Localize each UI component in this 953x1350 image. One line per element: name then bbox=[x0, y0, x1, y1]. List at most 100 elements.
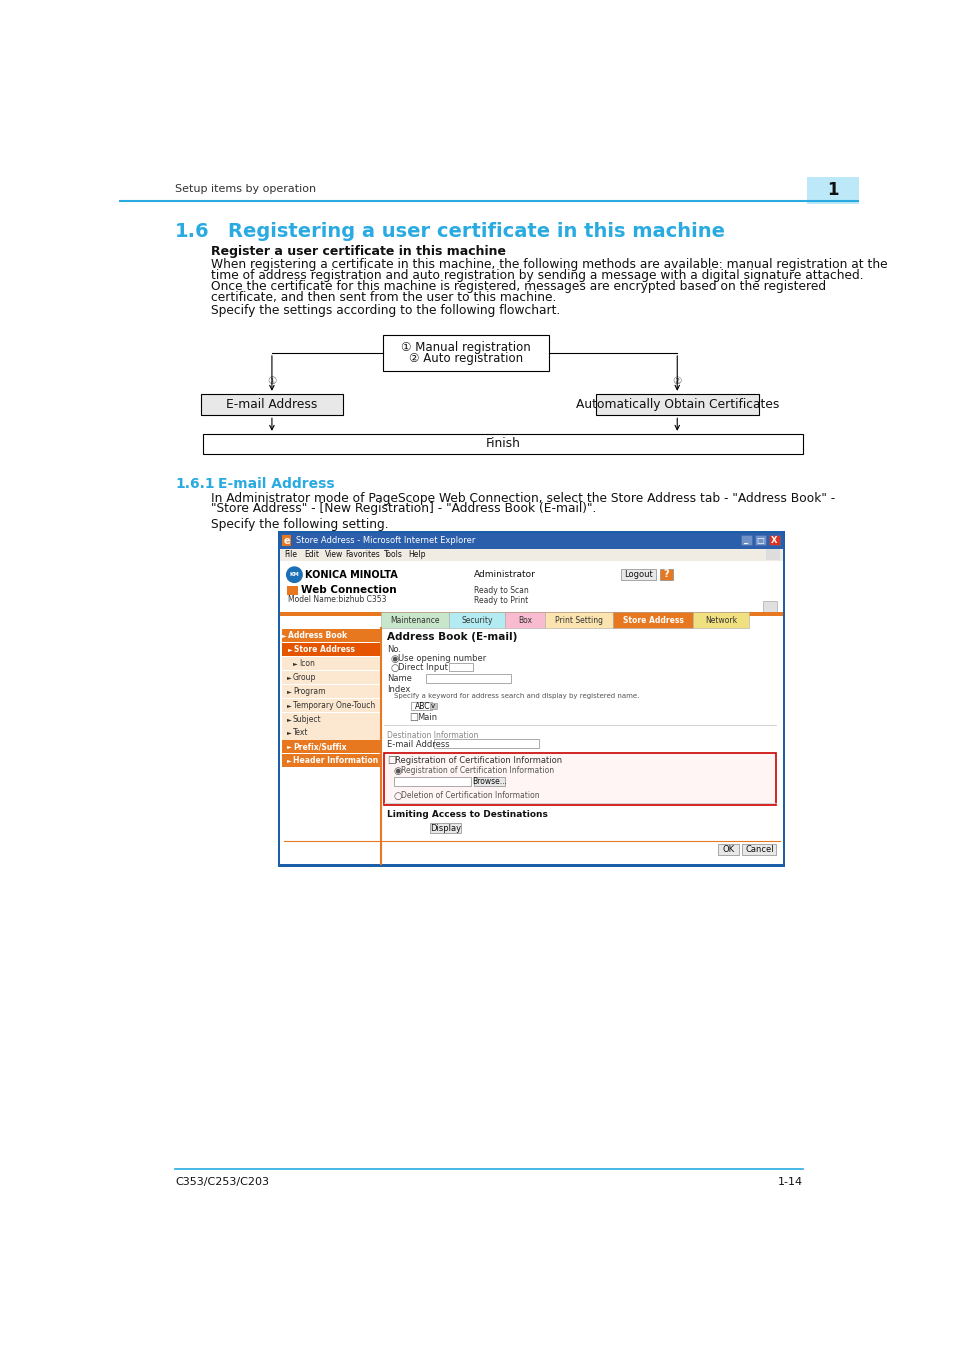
Bar bbox=[434, 740, 537, 748]
Text: v: v bbox=[431, 703, 435, 709]
Text: time of address registration and auto registration by sending a message with a d: time of address registration and auto re… bbox=[211, 269, 862, 282]
Text: Registration of Certification Information: Registration of Certification Informatio… bbox=[401, 767, 554, 775]
Bar bbox=[474, 778, 505, 786]
Text: Store Address: Store Address bbox=[294, 645, 355, 655]
Circle shape bbox=[286, 567, 302, 582]
Text: Address Book: Address Book bbox=[288, 632, 347, 640]
Text: Prefix/Suffix: Prefix/Suffix bbox=[293, 743, 346, 752]
Bar bbox=[806, 177, 858, 204]
Text: Text: Text bbox=[293, 729, 308, 737]
Text: ② Auto registration: ② Auto registration bbox=[409, 352, 522, 365]
Text: ◉: ◉ bbox=[394, 767, 401, 776]
Text: Specify the following setting.: Specify the following setting. bbox=[211, 518, 388, 531]
Bar bbox=[280, 533, 781, 548]
Text: In Administrator mode of PageScope Web Connection, select the Store Address tab : In Administrator mode of PageScope Web C… bbox=[211, 491, 834, 505]
Bar bbox=[693, 613, 748, 628]
Text: When registering a certificate in this machine, the following methods are availa: When registering a certificate in this m… bbox=[211, 258, 886, 271]
Bar bbox=[282, 684, 379, 698]
Text: ABC: ABC bbox=[415, 702, 430, 710]
Text: ►: ► bbox=[286, 688, 291, 694]
Text: E-mail Address: E-mail Address bbox=[217, 477, 334, 491]
Text: 1.6.1: 1.6.1 bbox=[174, 477, 214, 491]
Text: ►: ► bbox=[293, 662, 297, 666]
Text: Help: Help bbox=[408, 551, 425, 559]
Text: ○: ○ bbox=[390, 663, 398, 674]
Text: ►: ► bbox=[288, 647, 293, 652]
Bar bbox=[282, 699, 379, 711]
Bar bbox=[620, 568, 656, 580]
Bar bbox=[286, 586, 297, 595]
Text: OK: OK bbox=[721, 845, 734, 855]
Bar bbox=[278, 531, 784, 867]
Bar bbox=[410, 702, 432, 710]
Bar bbox=[426, 674, 511, 683]
Text: Subject: Subject bbox=[293, 714, 321, 724]
Text: ►: ► bbox=[286, 744, 291, 749]
Text: ►: ► bbox=[286, 730, 291, 736]
Text: Main: Main bbox=[416, 713, 436, 721]
Text: No.: No. bbox=[387, 645, 401, 653]
Text: C353/C253/C203: C353/C253/C203 bbox=[174, 1177, 269, 1187]
Text: "Store Address" - [New Registration] - "Address Book (E-mail)".: "Store Address" - [New Registration] - "… bbox=[211, 502, 596, 516]
Text: Administrator: Administrator bbox=[474, 570, 536, 579]
Text: Security: Security bbox=[461, 616, 493, 625]
Text: Group: Group bbox=[293, 674, 315, 682]
Text: Browse...: Browse... bbox=[472, 778, 507, 786]
Bar bbox=[280, 628, 381, 864]
Text: Edit: Edit bbox=[304, 551, 319, 559]
Bar bbox=[282, 755, 379, 767]
Bar bbox=[282, 740, 379, 753]
Bar bbox=[280, 560, 781, 614]
Text: Address Book (E-mail): Address Book (E-mail) bbox=[387, 632, 517, 643]
Text: ②: ② bbox=[672, 377, 681, 386]
Bar bbox=[381, 613, 449, 628]
Bar bbox=[659, 568, 672, 580]
Text: □: □ bbox=[756, 536, 763, 545]
Bar bbox=[280, 548, 781, 560]
Bar bbox=[282, 629, 379, 643]
Text: ① Manual registration: ① Manual registration bbox=[401, 342, 531, 354]
Text: Print Setting: Print Setting bbox=[555, 616, 602, 625]
Text: ①: ① bbox=[267, 377, 276, 386]
Text: KONICA MINOLTA: KONICA MINOLTA bbox=[305, 570, 397, 579]
Text: Web Connection: Web Connection bbox=[300, 585, 395, 595]
Text: Register a user certificate in this machine: Register a user certificate in this mach… bbox=[211, 246, 505, 258]
Bar bbox=[754, 536, 765, 545]
Bar bbox=[203, 433, 802, 454]
Text: ○: ○ bbox=[394, 791, 401, 801]
Bar bbox=[765, 549, 779, 560]
Text: ►: ► bbox=[286, 759, 291, 763]
Text: Use opening number: Use opening number bbox=[397, 653, 486, 663]
Text: ◉: ◉ bbox=[390, 653, 398, 664]
Text: Registering a user certificate in this machine: Registering a user certificate in this m… bbox=[228, 221, 724, 242]
Bar bbox=[282, 536, 291, 547]
Bar bbox=[282, 713, 379, 726]
Text: Tools: Tools bbox=[384, 551, 403, 559]
Text: Store Address - Microsoft Internet Explorer: Store Address - Microsoft Internet Explo… bbox=[295, 536, 475, 545]
Text: e: e bbox=[283, 536, 290, 545]
Text: Automatically Obtain Certificates: Automatically Obtain Certificates bbox=[575, 398, 778, 410]
Text: Deletion of Certification Information: Deletion of Certification Information bbox=[401, 791, 539, 801]
Text: Display: Display bbox=[430, 824, 460, 833]
Bar bbox=[282, 726, 379, 740]
Text: Registration of Certification Information: Registration of Certification Informatio… bbox=[395, 756, 561, 764]
Text: Setup items by operation: Setup items by operation bbox=[174, 184, 315, 194]
Text: _: _ bbox=[743, 536, 748, 545]
Bar bbox=[384, 752, 776, 805]
Text: Index: Index bbox=[387, 684, 411, 694]
Bar bbox=[280, 613, 781, 616]
Text: ►: ► bbox=[286, 703, 291, 707]
Text: Temporary One-Touch: Temporary One-Touch bbox=[293, 701, 375, 710]
Bar bbox=[717, 844, 739, 855]
Text: Box: Box bbox=[517, 616, 532, 625]
Text: ?: ? bbox=[663, 570, 668, 579]
Text: E-mail Address: E-mail Address bbox=[387, 740, 450, 749]
Text: ►: ► bbox=[286, 675, 291, 680]
Text: Name: Name bbox=[387, 674, 412, 683]
Text: Store Address: Store Address bbox=[622, 616, 683, 625]
Text: ►: ► bbox=[286, 717, 291, 722]
Text: Cancel: Cancel bbox=[744, 845, 773, 855]
Text: certificate, and then sent from the user to this machine.: certificate, and then sent from the user… bbox=[211, 290, 556, 304]
Bar bbox=[282, 643, 379, 656]
Text: File: File bbox=[284, 551, 297, 559]
